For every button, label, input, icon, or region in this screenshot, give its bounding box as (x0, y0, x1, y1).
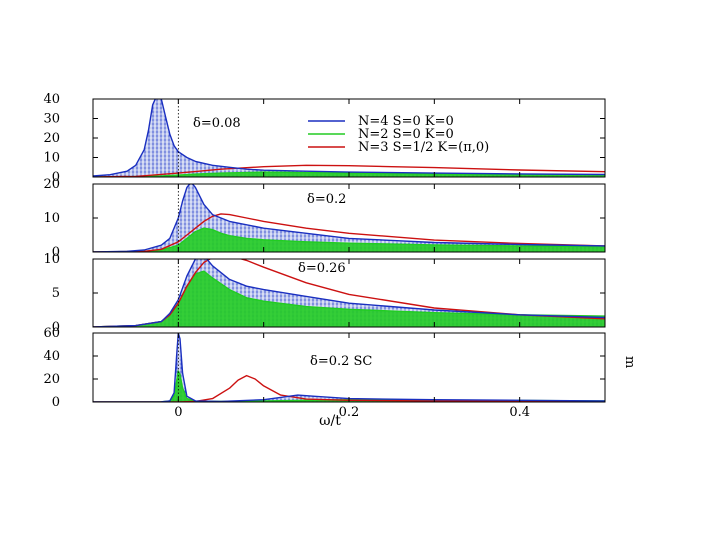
series-line-2 (93, 227, 605, 252)
y-tick-label: 0 (52, 245, 60, 260)
x-tick-label: 0.2 (339, 405, 360, 420)
y-tick-label: 40 (43, 92, 60, 107)
y-tick-label: 30 (43, 112, 60, 127)
series-area-1 (93, 99, 605, 177)
panel-label: δ=0.2 (307, 192, 346, 207)
series-line-3 (93, 164, 605, 177)
legend: N=4 S=0 K=0 N=2 S=0 K=0 N=3 S=1/2 K=(π,0… (308, 114, 489, 155)
legend-label-n4: N=4 S=0 K=0 (358, 114, 454, 129)
panel-1: 0 10 20 30 40 δ=0.08 (43, 92, 606, 185)
panel-label: δ=0.2 SC (310, 354, 372, 369)
panel-2: 0 10 20 δ=0.2 (43, 177, 606, 260)
x-axis-label: ω/t (319, 413, 341, 429)
y-tick-label: 20 (43, 372, 60, 387)
y-tick-label: 20 (43, 131, 60, 146)
x-tick-label: 0 (174, 405, 182, 420)
series-area-1 (93, 184, 605, 252)
panel-label: δ=0.08 (193, 116, 241, 131)
y-tick-label: 0 (52, 320, 60, 335)
panel-label: δ=0.26 (298, 261, 346, 276)
y-tick-label: 10 (43, 252, 60, 267)
y-tick-label: 10 (43, 211, 60, 226)
series-line-2 (93, 171, 605, 177)
chart-panels: 010203040δ=0.0801020δ=0.20510δ=0.2602040… (43, 92, 606, 420)
legend-label-n2: N=2 S=0 K=0 (358, 127, 454, 142)
series-area-2 (93, 271, 605, 327)
series-line-1 (93, 184, 605, 252)
x-tick-label: 0.4 (509, 405, 530, 420)
series-line-1 (93, 259, 605, 327)
plot-area (93, 184, 605, 252)
series-line-3 (93, 213, 605, 252)
side-mark: m (622, 356, 637, 368)
legend-label-n3: N=3 S=1/2 K=(π,0) (358, 140, 489, 155)
y-tick-label: 20 (43, 177, 60, 192)
y-tick-label: 60 (43, 326, 60, 341)
plot-area (93, 259, 605, 327)
y-tick-label: 0 (52, 170, 60, 185)
y-tick-label: 10 (43, 151, 60, 166)
y-tick-label: 40 (43, 349, 60, 364)
series-line-3 (93, 259, 605, 327)
series-line-1 (93, 99, 605, 177)
y-tick-label: 5 (52, 286, 60, 301)
panel-4: 0 20 40 60 δ=0.2 SC 0 0.2 0.4 (43, 326, 606, 420)
y-tick-label: 0 (52, 395, 60, 410)
plot-area (93, 99, 605, 177)
panel-3: 0 5 10 δ=0.26 (43, 252, 606, 335)
